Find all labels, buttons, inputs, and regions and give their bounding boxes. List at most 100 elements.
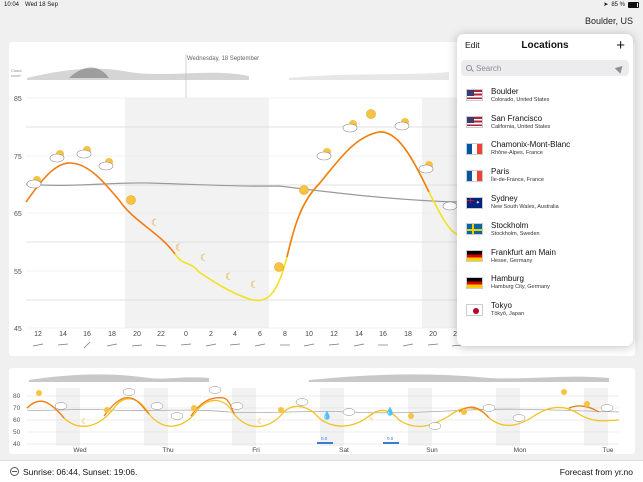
- svg-text:💧: 💧: [322, 410, 332, 420]
- week-y-tick: 50: [13, 429, 21, 436]
- us-flag-icon: [466, 89, 483, 102]
- location-region: Hamburg City, Germany: [491, 284, 550, 291]
- popover-header: Edit Locations +: [457, 34, 633, 56]
- search-input[interactable]: [476, 63, 616, 73]
- japan-flag-icon: [466, 303, 483, 316]
- precip-label: 0.0: [387, 436, 394, 441]
- moon-icon: ☾: [225, 272, 234, 283]
- cloud-cover-label-1: Cloud: [11, 68, 21, 73]
- x-tick: 12: [330, 331, 338, 338]
- day-label: Thu: [162, 447, 174, 454]
- location-name: Hamburg: [491, 274, 524, 284]
- partly-cloudy-icon: [342, 120, 358, 133]
- location-item-boulder[interactable]: Boulder Colorado, United States: [457, 82, 633, 109]
- locations-list: Boulder Colorado, United States San Franc…: [457, 82, 633, 323]
- location-name: Sydney: [491, 194, 518, 204]
- popover-title: Locations: [521, 39, 569, 51]
- y-tick: 65: [14, 211, 22, 218]
- x-tick: 2: [209, 331, 213, 338]
- x-tick: 10: [305, 331, 313, 338]
- day-label: Mon: [514, 447, 527, 454]
- x-tick: 16: [83, 331, 91, 338]
- day-label: Wed: [73, 447, 87, 454]
- location-region: Tōkyō, Japan: [491, 311, 525, 318]
- battery-percent: 85 %: [611, 1, 625, 8]
- location-region: New South Wales, Australia: [491, 204, 559, 211]
- current-location-icon[interactable]: [614, 62, 626, 74]
- moon-icon: ☾: [200, 253, 209, 264]
- x-tick: 16: [379, 331, 387, 338]
- x-tick: 18: [108, 331, 116, 338]
- x-tick: 14: [355, 331, 363, 338]
- location-title-button[interactable]: Boulder, US: [584, 16, 633, 26]
- svg-text:💧: 💧: [385, 406, 395, 416]
- location-region: California, United States: [491, 123, 551, 130]
- forecast-credit-link[interactable]: Forecast from yr.no: [559, 466, 633, 477]
- status-bar: 10:04 Wed 18 Sep ➤ 85 %: [0, 0, 643, 10]
- partly-cloudy-icon: [418, 161, 434, 174]
- location-item-chamonix[interactable]: Chamonix-Mont-Blanc Rhône-Alpes, France: [457, 136, 633, 163]
- y-tick: 85: [14, 96, 22, 103]
- sun-icon: [366, 109, 376, 119]
- weekly-forecast-card: 80 70 60 50 40 ☾ ☾ 💧 ☾ 💧: [9, 368, 635, 454]
- wind-arrows: [32, 341, 463, 349]
- x-tick: 8: [283, 331, 287, 338]
- location-item-paris[interactable]: Paris Île-de-France, France: [457, 162, 633, 189]
- y-tick: 75: [14, 154, 22, 161]
- germany-flag-icon: [466, 250, 483, 263]
- week-y-tick: 80: [13, 393, 21, 400]
- france-flag-icon: [466, 169, 483, 182]
- location-region: Île-de-France, France: [491, 177, 544, 184]
- location-name: Boulder: [491, 86, 519, 96]
- location-name: Frankfurt am Main: [491, 247, 556, 257]
- date-label: Wednesday, 18 September: [187, 56, 259, 62]
- location-name: San Francisco: [491, 113, 543, 123]
- weather-icons: ☾ ☾ ☾ ☾ ☾: [26, 109, 458, 291]
- search-icon: [466, 65, 472, 71]
- y-tick: 55: [14, 269, 22, 276]
- sun-times: Sunrise: 06:44, Sunset: 19:06.: [23, 466, 138, 477]
- moon-icon: ☾: [151, 218, 160, 229]
- svg-text:☾: ☾: [257, 417, 264, 426]
- week-y-tick: 40: [13, 441, 21, 448]
- week-weather-icons: ☾ ☾ 💧 ☾ 💧: [36, 386, 614, 430]
- x-tick: 0: [184, 331, 188, 338]
- add-location-button[interactable]: +: [616, 36, 625, 54]
- day-label: Sun: [426, 447, 438, 454]
- x-tick: 18: [404, 331, 412, 338]
- location-item-frankfurt[interactable]: Frankfurt am Main Hesse, Germany: [457, 243, 633, 270]
- cloud-icon: [442, 201, 458, 211]
- battery-icon: [628, 1, 639, 8]
- x-tick: 20: [133, 331, 141, 338]
- location-name: Tokyo: [491, 301, 512, 311]
- x-tick: 12: [34, 331, 42, 338]
- edit-button[interactable]: Edit: [465, 40, 480, 50]
- partly-cloudy-icon: [98, 158, 114, 171]
- partly-cloudy-icon: [76, 146, 92, 159]
- x-tick: 4: [233, 331, 237, 338]
- day-label: Sat: [339, 447, 349, 454]
- location-region: Colorado, United States: [491, 96, 550, 103]
- sweden-flag-icon: [466, 223, 483, 236]
- y-tick: 45: [14, 326, 22, 333]
- location-item-stockholm[interactable]: Stockholm Stockholm, Sweden: [457, 216, 633, 243]
- location-item-tokyo[interactable]: Tokyo Tōkyō, Japan: [457, 296, 633, 323]
- day-label: Fri: [252, 447, 260, 454]
- location-region: Hesse, Germany: [491, 257, 533, 264]
- location-name: Chamonix-Mont-Blanc: [491, 140, 571, 150]
- australia-flag-icon: [466, 196, 483, 209]
- svg-text:☾: ☾: [369, 413, 376, 422]
- sun-icon: [274, 262, 284, 272]
- search-bar[interactable]: [461, 60, 629, 76]
- cloud-cover-label-2: cover: [11, 73, 21, 78]
- location-name: Paris: [491, 167, 510, 177]
- location-item-san-francisco[interactable]: San Francisco California, United States: [457, 109, 633, 136]
- moon-icon: ☾: [175, 243, 184, 254]
- location-region: Rhône-Alpes, France: [491, 150, 543, 157]
- location-name: Stockholm: [491, 220, 529, 230]
- location-item-hamburg[interactable]: Hamburg Hamburg City, Germany: [457, 270, 633, 297]
- footer: Sunrise: 06:44, Sunset: 19:06. Forecast …: [0, 460, 643, 482]
- sunrise-icon: [10, 467, 19, 476]
